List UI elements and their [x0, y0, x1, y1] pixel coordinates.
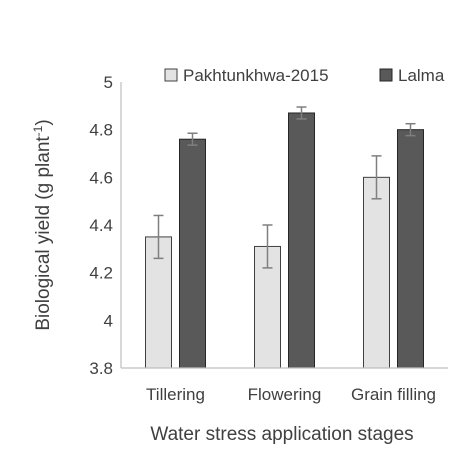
bar-lalma — [288, 112, 315, 369]
bar-lalma — [397, 129, 424, 369]
legend-swatch-pakhtunkhwa — [164, 68, 178, 82]
y-tick-label: 4.4 — [89, 216, 113, 235]
y-axis-title-sup: -1 — [31, 125, 45, 136]
y-tick-label: 4.8 — [89, 121, 113, 140]
y-tick-label: 4.6 — [89, 168, 113, 187]
y-tick-label: 4 — [104, 311, 113, 330]
legend-label-lalma: Lalma — [398, 66, 445, 85]
y-axis-title-close: ) — [33, 119, 54, 125]
y-tick-label: 3.8 — [89, 359, 113, 378]
y-axis-title: Biological yield (g plant-1) — [31, 119, 54, 330]
legend-label-pakhtunkhwa: Pakhtunkhwa-2015 — [183, 66, 329, 85]
legend: Pakhtunkhwa-2015 Lalma — [164, 66, 445, 85]
x-category-label: Grain filling — [351, 385, 436, 404]
x-category-label: Tillering — [146, 385, 205, 404]
bar-lalma — [179, 138, 206, 369]
y-axis-title-main: Biological yield (g plant — [33, 136, 54, 331]
y-tick-label: 4.2 — [89, 264, 113, 283]
x-axis-title: Water stress application stages — [150, 424, 413, 445]
legend-swatch-lalma — [379, 68, 393, 82]
x-category-label: Flowering — [248, 385, 322, 404]
bar-pakhtunkhwa — [363, 176, 390, 369]
y-tick-label: 5 — [104, 73, 113, 92]
